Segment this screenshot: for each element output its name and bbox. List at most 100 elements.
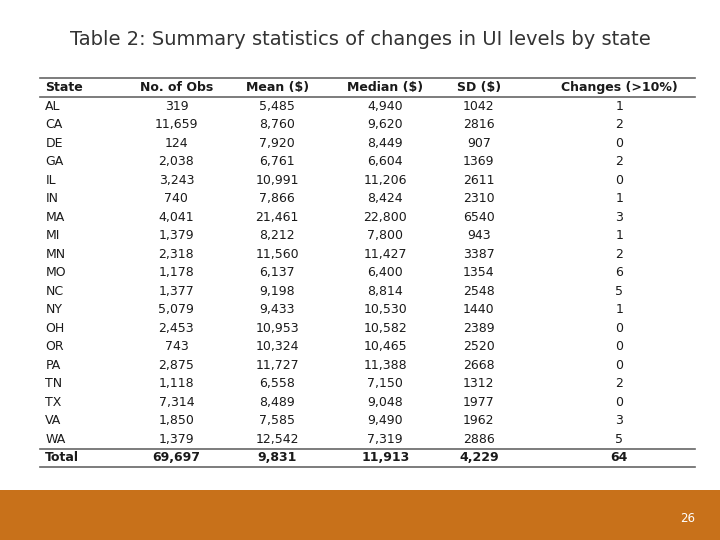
Text: 8,489: 8,489 bbox=[259, 396, 295, 409]
Text: 0: 0 bbox=[615, 396, 624, 409]
Text: AL: AL bbox=[45, 99, 61, 112]
Text: 1042: 1042 bbox=[463, 99, 495, 112]
Text: GA: GA bbox=[45, 155, 63, 168]
Text: 2: 2 bbox=[616, 155, 623, 168]
Text: 4,229: 4,229 bbox=[459, 451, 499, 464]
Text: 3: 3 bbox=[616, 414, 623, 427]
Text: 0: 0 bbox=[615, 322, 624, 335]
Text: 11,427: 11,427 bbox=[364, 248, 407, 261]
Text: 10,465: 10,465 bbox=[364, 340, 407, 353]
Text: 2: 2 bbox=[616, 377, 623, 390]
Text: 1,850: 1,850 bbox=[158, 414, 194, 427]
Text: 6,558: 6,558 bbox=[259, 377, 295, 390]
Text: 4,940: 4,940 bbox=[367, 99, 403, 112]
Text: 0: 0 bbox=[615, 359, 624, 372]
Text: 1,118: 1,118 bbox=[158, 377, 194, 390]
Text: 943: 943 bbox=[467, 229, 490, 242]
Text: 1312: 1312 bbox=[463, 377, 495, 390]
Text: 0: 0 bbox=[615, 174, 624, 187]
Text: 6,761: 6,761 bbox=[259, 155, 295, 168]
Text: 21,461: 21,461 bbox=[256, 211, 299, 224]
Text: 0: 0 bbox=[615, 340, 624, 353]
Text: 6: 6 bbox=[616, 266, 623, 279]
Text: 2: 2 bbox=[616, 118, 623, 131]
Text: 9,198: 9,198 bbox=[259, 285, 295, 298]
Text: 740: 740 bbox=[164, 192, 189, 205]
Text: 1977: 1977 bbox=[463, 396, 495, 409]
Text: 1369: 1369 bbox=[463, 155, 495, 168]
Text: State: State bbox=[45, 81, 83, 94]
Text: 2816: 2816 bbox=[463, 118, 495, 131]
Text: 0: 0 bbox=[615, 137, 624, 150]
Text: Median ($): Median ($) bbox=[347, 81, 423, 94]
Text: 10,530: 10,530 bbox=[364, 303, 407, 316]
Text: VA: VA bbox=[45, 414, 62, 427]
Text: 5,485: 5,485 bbox=[259, 99, 295, 112]
Text: 64: 64 bbox=[611, 451, 628, 464]
Text: 6,400: 6,400 bbox=[367, 266, 403, 279]
Text: DE: DE bbox=[45, 137, 63, 150]
Text: 1,379: 1,379 bbox=[158, 229, 194, 242]
Text: 10,324: 10,324 bbox=[256, 340, 299, 353]
Text: 11,727: 11,727 bbox=[256, 359, 299, 372]
Text: 2,318: 2,318 bbox=[158, 248, 194, 261]
Text: Mean ($): Mean ($) bbox=[246, 81, 309, 94]
Text: 7,800: 7,800 bbox=[367, 229, 403, 242]
Text: Table 2: Summary statistics of changes in UI levels by state: Table 2: Summary statistics of changes i… bbox=[70, 30, 650, 49]
Text: 2520: 2520 bbox=[463, 340, 495, 353]
Text: 1: 1 bbox=[616, 229, 623, 242]
Text: 2310: 2310 bbox=[463, 192, 495, 205]
Text: 10,582: 10,582 bbox=[364, 322, 407, 335]
Text: 1440: 1440 bbox=[463, 303, 495, 316]
Text: 7,585: 7,585 bbox=[259, 414, 295, 427]
Text: 22,800: 22,800 bbox=[364, 211, 407, 224]
Text: 11,659: 11,659 bbox=[155, 118, 198, 131]
Text: 9,433: 9,433 bbox=[259, 303, 295, 316]
Text: 9,490: 9,490 bbox=[367, 414, 403, 427]
Text: 7,866: 7,866 bbox=[259, 192, 295, 205]
Text: IL: IL bbox=[45, 174, 56, 187]
Text: 3: 3 bbox=[616, 211, 623, 224]
Text: 7,314: 7,314 bbox=[158, 396, 194, 409]
Text: 8,760: 8,760 bbox=[259, 118, 295, 131]
Text: 2,453: 2,453 bbox=[158, 322, 194, 335]
Text: 10,991: 10,991 bbox=[256, 174, 299, 187]
Text: 743: 743 bbox=[165, 340, 188, 353]
Text: NY: NY bbox=[45, 303, 63, 316]
Text: Total: Total bbox=[45, 451, 79, 464]
Text: 9,831: 9,831 bbox=[258, 451, 297, 464]
Text: No. of Obs: No. of Obs bbox=[140, 81, 213, 94]
Text: 8,814: 8,814 bbox=[367, 285, 403, 298]
Text: WA: WA bbox=[45, 433, 66, 446]
Text: 11,560: 11,560 bbox=[256, 248, 299, 261]
Text: TN: TN bbox=[45, 377, 63, 390]
Text: 9,620: 9,620 bbox=[367, 118, 403, 131]
Text: 2668: 2668 bbox=[463, 359, 495, 372]
Text: 6,604: 6,604 bbox=[367, 155, 403, 168]
Text: 69,697: 69,697 bbox=[153, 451, 200, 464]
Text: 1,379: 1,379 bbox=[158, 433, 194, 446]
Text: TX: TX bbox=[45, 396, 62, 409]
Text: 5: 5 bbox=[615, 285, 624, 298]
Text: 1,178: 1,178 bbox=[158, 266, 194, 279]
Text: 11,913: 11,913 bbox=[361, 451, 410, 464]
Text: 319: 319 bbox=[165, 99, 188, 112]
Text: 1962: 1962 bbox=[463, 414, 495, 427]
Text: 2548: 2548 bbox=[463, 285, 495, 298]
Text: 11,388: 11,388 bbox=[364, 359, 407, 372]
Text: OR: OR bbox=[45, 340, 64, 353]
Text: MA: MA bbox=[45, 211, 65, 224]
Text: 4,041: 4,041 bbox=[158, 211, 194, 224]
Text: 7,150: 7,150 bbox=[367, 377, 403, 390]
Text: 2,875: 2,875 bbox=[158, 359, 194, 372]
Text: OH: OH bbox=[45, 322, 65, 335]
Text: MN: MN bbox=[45, 248, 66, 261]
Text: 6540: 6540 bbox=[463, 211, 495, 224]
Text: PA: PA bbox=[45, 359, 60, 372]
Bar bbox=[0, 490, 720, 540]
Text: Changes (>10%): Changes (>10%) bbox=[561, 81, 678, 94]
Text: 1354: 1354 bbox=[463, 266, 495, 279]
Text: 907: 907 bbox=[467, 137, 491, 150]
Text: 8,449: 8,449 bbox=[367, 137, 403, 150]
Text: 3,243: 3,243 bbox=[158, 174, 194, 187]
